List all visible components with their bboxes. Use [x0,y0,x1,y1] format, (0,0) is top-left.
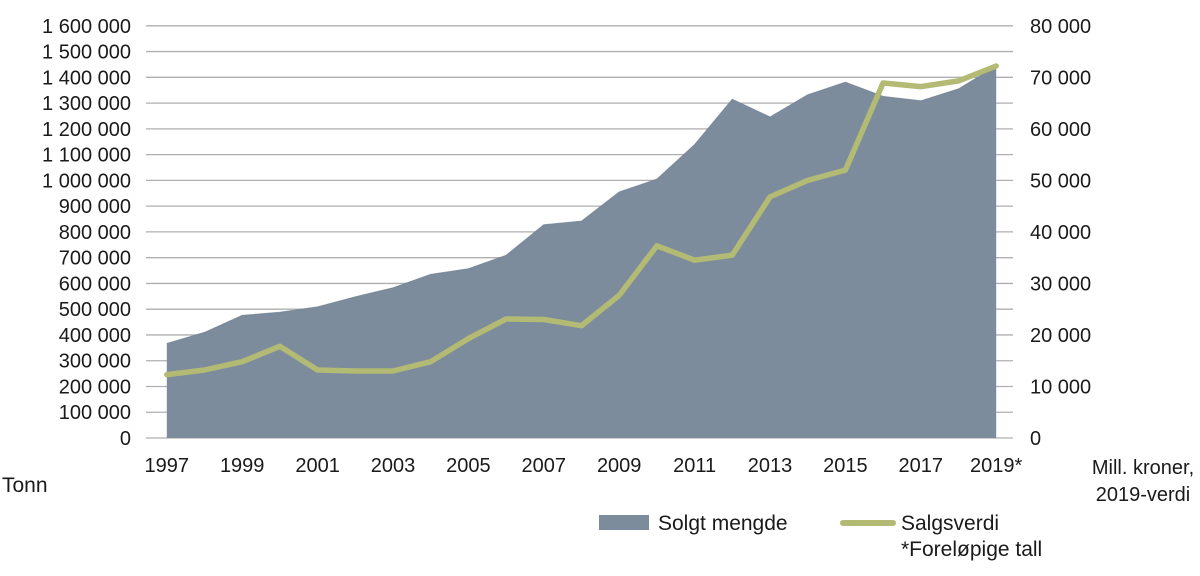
legend-line-label: Salgsverdi [901,512,1000,535]
x-axis-year-label: 2005 [446,455,491,477]
left-axis-tick-label: 900 000 [59,196,131,218]
left-axis-tick-label: 200 000 [59,376,131,398]
legend-line-swatch [840,520,896,526]
left-axis-tick-label: 1 500 000 [42,42,131,64]
left-axis-tick-label: 0 [120,428,131,450]
x-axis-year-label: 2015 [823,455,868,477]
x-axis-year-label: 2017 [899,455,944,477]
right-axis-tick-label: 60 000 [1030,119,1091,141]
left-axis-tick-label: 800 000 [59,222,131,244]
x-axis-year-label: 2013 [748,455,793,477]
x-axis-year-label: 1999 [220,455,265,477]
x-axis-year-label: 2019* [970,455,1022,477]
left-axis-tick-label: 500 000 [59,299,131,321]
legend-area-swatch [599,515,649,530]
right-axis-tick-label: 30 000 [1030,273,1091,295]
right-axis-tick-label: 40 000 [1030,222,1091,244]
right-axis-unit-line1: Mill. kroner, [1091,457,1195,479]
x-axis-year-label: 2007 [522,455,567,477]
left-axis-tick-label: 100 000 [59,402,131,424]
left-axis-tick-label: 1 100 000 [42,145,131,167]
left-axis-unit-label: Tonn [2,474,48,497]
area-series-solgt-mengde [166,66,997,438]
left-axis-tick-label: 1 000 000 [42,170,131,192]
right-axis-tick-label: 80 000 [1030,16,1091,38]
left-axis-tick-label: 300 000 [59,351,131,373]
right-axis-unit-label: Mill. kroner, 2019-verdi [1086,455,1200,509]
left-axis-tick-label: 1 400 000 [42,67,131,89]
left-axis-tick-label: 700 000 [59,248,131,270]
left-axis-tick-label: 600 000 [59,273,131,295]
left-axis-tick-label: 1 600 000 [42,16,131,38]
right-axis-tick-label: 50 000 [1030,170,1091,192]
footnote-preliminary-figures: *Foreløpige tall [901,538,1043,561]
right-axis-tick-label: 20 000 [1030,325,1091,347]
x-axis-year-label: 2003 [371,455,416,477]
right-axis-tick-label: 70 000 [1030,67,1091,89]
right-axis-tick-label: 10 000 [1030,376,1091,398]
right-axis-unit-line2: 2019-verdi [1095,484,1191,506]
left-axis-tick-label: 1 300 000 [42,93,131,115]
x-axis-year-label: 2001 [295,455,340,477]
left-axis-tick-label: 1 200 000 [42,119,131,141]
x-axis-year-label: 2009 [597,455,642,477]
left-axis-tick-label: 400 000 [59,325,131,347]
legend-area-label: Solgt mengde [658,512,788,535]
area-series-top-edge [166,65,997,344]
x-axis-year-label: 1997 [145,455,190,477]
right-axis-tick-label: 0 [1030,428,1041,450]
x-axis-year-label: 2011 [673,455,716,477]
line-series-salgsverdi [164,63,999,378]
